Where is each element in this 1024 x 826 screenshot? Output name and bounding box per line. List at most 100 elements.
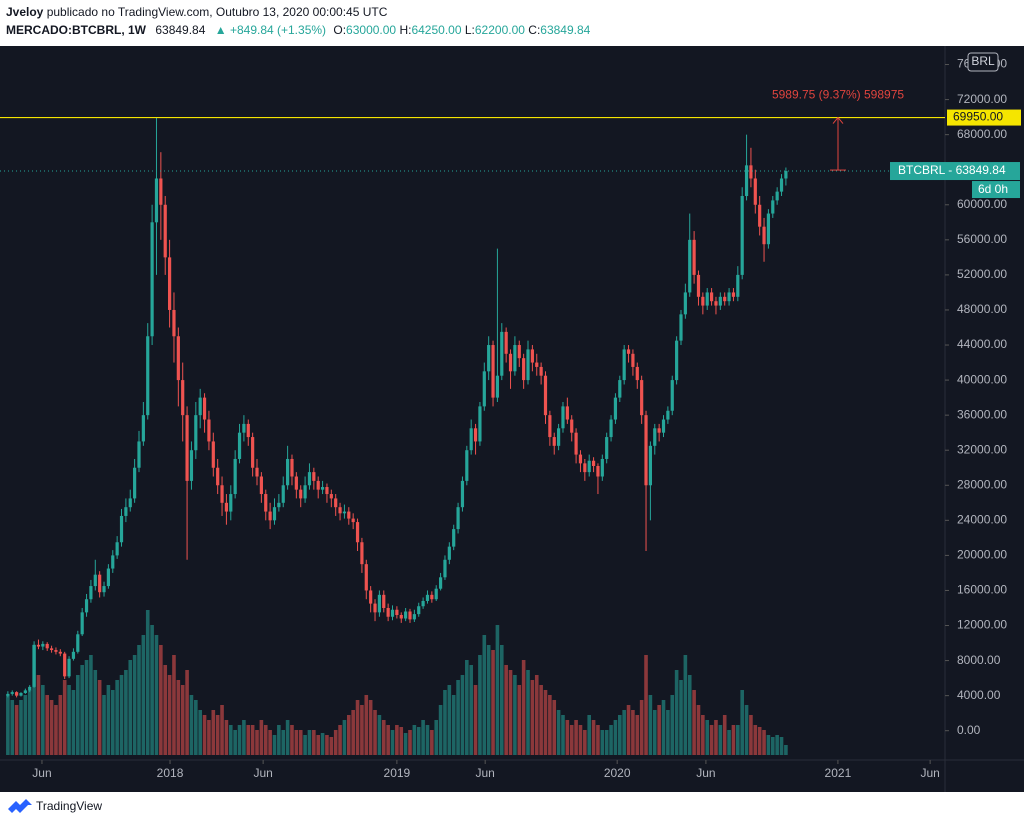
volume-bar bbox=[285, 720, 290, 755]
candle-body bbox=[154, 178, 159, 223]
volume-bar bbox=[456, 680, 460, 755]
measure-arrow bbox=[832, 116, 844, 124]
volume-bar bbox=[465, 660, 469, 755]
candle-body bbox=[211, 441, 215, 468]
last-price-label: BTCBRL - 63849.84 bbox=[898, 163, 1006, 177]
candle-body bbox=[23, 690, 27, 694]
candle-body bbox=[605, 437, 609, 459]
candle-body bbox=[762, 226, 766, 245]
volume-bar bbox=[779, 737, 784, 755]
candle-body bbox=[128, 498, 132, 508]
volume-bar bbox=[552, 700, 557, 755]
candle-body bbox=[517, 345, 521, 359]
volume-bar bbox=[604, 730, 609, 755]
y-tick-label: 0.00 bbox=[957, 723, 981, 737]
volume-bar bbox=[508, 670, 513, 755]
volume-bar bbox=[377, 715, 382, 755]
candle-body bbox=[661, 419, 666, 433]
candle-body bbox=[775, 191, 779, 201]
candle-body bbox=[766, 213, 771, 245]
y-tick-label: 72000.00 bbox=[957, 92, 1007, 106]
volume-bar bbox=[714, 720, 718, 755]
candle-body bbox=[683, 292, 687, 315]
volume-bar bbox=[613, 720, 618, 755]
candle-body bbox=[714, 301, 718, 306]
volume-bar bbox=[513, 675, 517, 755]
volume-bar bbox=[338, 725, 342, 755]
volume-bar bbox=[80, 665, 84, 755]
volume-bar bbox=[54, 705, 58, 755]
change: ▲ +849.84 (+1.35%) bbox=[215, 23, 326, 37]
volume-bar bbox=[430, 730, 434, 755]
volume-bar bbox=[71, 690, 76, 755]
candle-body bbox=[465, 450, 469, 481]
volume-bar bbox=[237, 725, 242, 755]
volume-bar bbox=[661, 700, 666, 755]
candle-body bbox=[176, 336, 180, 381]
candle-body bbox=[185, 415, 189, 481]
y-tick-label: 48000.00 bbox=[957, 302, 1007, 316]
candle-body bbox=[67, 658, 71, 677]
candle-body bbox=[723, 296, 727, 302]
countdown-badge bbox=[972, 181, 1020, 199]
candle-body bbox=[259, 476, 263, 495]
volume-bar bbox=[652, 710, 657, 755]
x-tick-label: 2021 bbox=[825, 766, 852, 780]
volume-bar bbox=[504, 665, 508, 755]
volume-bar bbox=[639, 700, 644, 755]
candle-body bbox=[491, 345, 495, 398]
volume-bar bbox=[775, 735, 779, 755]
candle-body bbox=[45, 643, 49, 649]
volume-bar bbox=[495, 625, 500, 755]
candle-body bbox=[364, 564, 368, 591]
candle-body bbox=[578, 454, 583, 464]
volume-bar bbox=[591, 720, 596, 755]
volume-bar bbox=[609, 725, 613, 755]
volume-bar bbox=[281, 730, 286, 755]
volume-bar bbox=[556, 710, 561, 755]
candle-body bbox=[709, 292, 714, 302]
candle-body bbox=[696, 274, 701, 297]
ohlc-key: H: bbox=[399, 23, 411, 37]
candle-body bbox=[779, 178, 784, 192]
volume-bar bbox=[683, 655, 688, 755]
volume-bar bbox=[215, 715, 220, 755]
candle-body bbox=[71, 651, 76, 659]
volume-bar bbox=[333, 730, 338, 755]
volume-bar bbox=[421, 720, 425, 755]
volume-bar bbox=[368, 700, 373, 755]
candle-body bbox=[181, 380, 185, 416]
y-tick-label: 32000.00 bbox=[957, 442, 1007, 456]
candle-body bbox=[395, 609, 399, 615]
logo-icon bbox=[8, 799, 32, 813]
y-tick-label: 20000.00 bbox=[957, 548, 1007, 562]
candle-body bbox=[657, 428, 661, 433]
volume-bar bbox=[727, 730, 731, 755]
candle-body bbox=[216, 467, 220, 486]
volume-bar bbox=[263, 725, 268, 755]
volume-bar bbox=[416, 727, 421, 755]
candle-body bbox=[653, 428, 657, 446]
candle-body bbox=[666, 410, 670, 420]
volume-bar bbox=[469, 665, 473, 755]
y-tick-label: 44000.00 bbox=[957, 337, 1007, 351]
candle-body bbox=[36, 644, 41, 647]
countdown-label: 6d 0h bbox=[978, 182, 1008, 196]
volume-bar bbox=[626, 705, 631, 755]
volume-bar bbox=[499, 645, 504, 755]
candle-body bbox=[740, 196, 744, 275]
volume-bar bbox=[202, 715, 207, 755]
volume-bar bbox=[740, 690, 744, 755]
volume-bar bbox=[36, 675, 41, 755]
candle-body bbox=[207, 419, 211, 442]
candle-body bbox=[692, 239, 696, 275]
volume-bar bbox=[753, 725, 758, 755]
candle-body bbox=[220, 485, 224, 503]
price-line-label: 69950.00 bbox=[953, 110, 1003, 124]
candle-body bbox=[487, 345, 491, 372]
candle-body bbox=[246, 423, 250, 438]
volume-bar bbox=[163, 665, 168, 755]
volume-bar bbox=[443, 690, 447, 755]
volume-bar bbox=[784, 745, 788, 755]
volume-bar bbox=[246, 725, 251, 755]
